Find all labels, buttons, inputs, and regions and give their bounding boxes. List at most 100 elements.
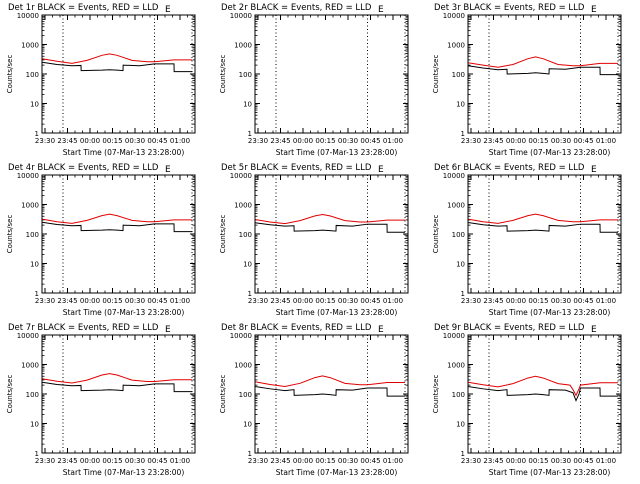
x-tick-label: 00:30	[551, 457, 571, 465]
x-axis-title: Start Time (07-Mar-13 23:28:00)	[63, 148, 185, 157]
y-axis-title: Counts/sec	[219, 215, 227, 254]
x-tick-label: 01:00	[170, 297, 190, 305]
plot-frame	[254, 174, 409, 294]
chart-title: Det 8r BLACK = Events, RED = LLD	[221, 323, 372, 333]
x-tick-label: 00:15	[528, 137, 548, 145]
chart-panel-7: Det 7r BLACK = Events, RED = LLD E Counts/…	[6, 323, 196, 477]
x-tick-label: 00:15	[528, 457, 548, 465]
series-events-line	[467, 222, 618, 233]
chart-panel-8: Det 8r BLACK = Events, RED = LLD E Counts/…	[219, 323, 409, 477]
x-tick-label: 23:30	[35, 137, 55, 145]
series-events-line	[254, 385, 405, 397]
x-axis-title: Start Time (07-Mar-13 23:28:00)	[276, 468, 398, 477]
x-tick-label: 00:00	[80, 297, 100, 305]
y-tick-label: 1	[35, 290, 39, 298]
x-tick-label: 00:45	[147, 457, 167, 465]
plot-frame	[254, 334, 409, 454]
chart-panel-1: Det 1r BLACK = Events, RED = LLD E Counts/…	[6, 3, 196, 157]
x-tick-label: 23:45	[270, 137, 290, 145]
x-tick-label: 00:15	[528, 297, 548, 305]
y-tick-label: 1000	[21, 362, 39, 370]
x-tick-label: 00:30	[551, 297, 571, 305]
y-tick-label: 100	[26, 391, 39, 399]
x-tick-label: 23:45	[270, 297, 290, 305]
y-tick-label: 1000	[234, 362, 252, 370]
y-tick-label: 10	[30, 421, 39, 429]
x-tick-label: 00:45	[573, 297, 593, 305]
chart-title: Det 2r BLACK = Events, RED = LLD	[221, 3, 372, 13]
x-tick-label: 00:30	[125, 457, 145, 465]
x-tick-label: 23:45	[483, 297, 503, 305]
plot-frame	[41, 174, 196, 294]
series-lld-line	[41, 213, 192, 224]
x-tick-label: 00:30	[125, 297, 145, 305]
chart-title: Det 9r BLACK = Events, RED = LLD	[434, 323, 585, 333]
y-tick-label: 1000	[447, 42, 465, 50]
chart-title: Det 3r BLACK = Events, RED = LLD	[434, 3, 585, 13]
y-tick-label: 1	[461, 450, 465, 458]
y-tick-label: 1	[461, 290, 465, 298]
x-tick-label: 00:45	[360, 137, 380, 145]
x-tick-label: 00:00	[80, 457, 100, 465]
series-lld-line	[41, 53, 192, 64]
series-events-line	[467, 65, 618, 76]
x-tick-label: 00:30	[338, 297, 358, 305]
chart-panel-3: Det 3r BLACK = Events, RED = LLD E Counts/…	[432, 3, 622, 157]
corner-mark: E	[378, 5, 384, 15]
x-tick-label: 00:30	[551, 137, 571, 145]
x-tick-label: 00:00	[293, 297, 313, 305]
corner-mark: E	[378, 165, 384, 175]
y-tick-label: 10000	[230, 172, 252, 180]
x-tick-label: 00:45	[573, 457, 593, 465]
plot-frame	[254, 14, 409, 134]
series-lld-line	[467, 213, 618, 224]
series-lld-line	[254, 375, 405, 387]
y-axis-title: Counts/sec	[219, 55, 227, 94]
chart-title: Det 1r BLACK = Events, RED = LLD	[8, 3, 159, 13]
x-axis-title: Start Time (07-Mar-13 23:28:00)	[63, 468, 185, 477]
y-tick-label: 100	[239, 71, 252, 79]
series-lld-line	[254, 213, 405, 225]
series-events-line	[41, 381, 192, 393]
corner-mark: E	[165, 325, 171, 335]
y-tick-label: 100	[452, 71, 465, 79]
x-tick-label: 00:15	[102, 297, 122, 305]
y-tick-label: 1	[248, 450, 252, 458]
plot-frame	[467, 14, 622, 134]
chart-title: Det 7r BLACK = Events, RED = LLD	[8, 323, 159, 333]
x-tick-label: 00:15	[102, 457, 122, 465]
x-tick-label: 23:30	[461, 457, 481, 465]
x-tick-label: 23:45	[270, 457, 290, 465]
y-axis-title: Counts/sec	[432, 55, 440, 94]
x-axis-title: Start Time (07-Mar-13 23:28:00)	[489, 308, 611, 317]
chart-title: Det 5r BLACK = Events, RED = LLD	[221, 163, 372, 173]
x-tick-label: 01:00	[383, 297, 403, 305]
y-tick-label: 1	[35, 450, 39, 458]
y-tick-label: 1	[248, 290, 252, 298]
x-tick-label: 00:15	[315, 457, 335, 465]
x-tick-label: 01:00	[596, 297, 616, 305]
x-tick-label: 00:15	[315, 137, 335, 145]
x-tick-label: 00:15	[315, 297, 335, 305]
series-events-line	[41, 221, 192, 233]
x-tick-label: 01:00	[170, 137, 190, 145]
x-tick-label: 23:30	[248, 297, 268, 305]
x-tick-label: 00:00	[506, 457, 526, 465]
chart-title: Det 4r BLACK = Events, RED = LLD	[8, 163, 159, 173]
y-tick-label: 1000	[234, 42, 252, 50]
x-tick-label: 23:45	[483, 137, 503, 145]
series-events-line	[41, 61, 192, 73]
x-tick-label: 23:30	[35, 457, 55, 465]
y-tick-label: 1000	[447, 362, 465, 370]
y-axis-title: Counts/sec	[6, 375, 14, 414]
plot-frame	[41, 334, 196, 454]
y-tick-label: 10000	[443, 332, 465, 340]
x-tick-label: 23:30	[461, 137, 481, 145]
x-tick-label: 00:30	[125, 137, 145, 145]
x-tick-label: 00:30	[338, 137, 358, 145]
series-lld-line	[467, 56, 618, 68]
y-tick-label: 100	[239, 231, 252, 239]
chart-panel-4: Det 4r BLACK = Events, RED = LLD E Counts/…	[6, 163, 196, 317]
y-tick-label: 10	[243, 101, 252, 109]
